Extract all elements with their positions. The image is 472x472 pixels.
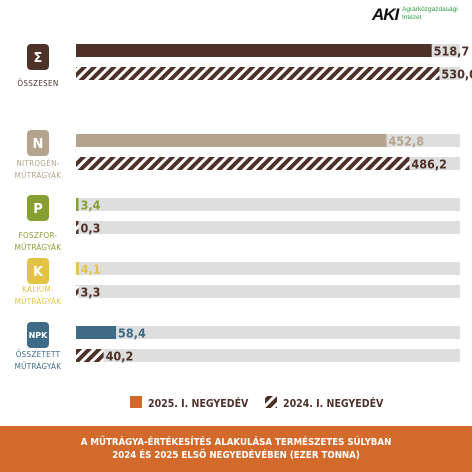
npk-value-2025: 58,4 [118, 326, 146, 341]
npk-bar-2024 [76, 349, 104, 362]
foszfor-bar-2025 [76, 198, 79, 211]
npk-label-line: MŰTRÁGYÁK [15, 360, 62, 371]
nitrogen-value-2025: 452,8 [388, 134, 424, 149]
nitrogen-icon-letter: N [33, 137, 44, 152]
osszesen-value-2025: 518,7 [434, 44, 470, 59]
legend-2024-swatch [265, 396, 277, 408]
foszfor-track [76, 198, 460, 211]
osszesen-bar-2024 [76, 67, 440, 80]
osszesen-label-line: ÖSSZESEN [17, 78, 58, 88]
nitrogen-label-line: NITROGÉN- [16, 157, 59, 168]
aki-logo-mark: AKI [372, 5, 399, 24]
aki-logo: AKI Agrárközgazdasági Intézet [372, 3, 468, 25]
foszfor-track [76, 221, 460, 234]
kalium-track [76, 262, 460, 275]
osszesen-icon-letter: Σ [34, 51, 43, 66]
foszfor-icon [27, 195, 49, 221]
chart-title-line-2: 2024 ÉS 2025 ELSŐ NEGYEDÉVÉBEN (EZER TON… [112, 450, 360, 461]
foszfor-icon-letter: P [33, 202, 43, 217]
legend-2025-label: 2025. I. NEGYEDÉV [148, 397, 249, 410]
legend-2024-label: 2024. I. NEGYEDÉV [283, 397, 384, 410]
npk-icon-letter: NPK [29, 331, 49, 340]
nitrogen-label-line: MŰTRÁGYÁK [15, 169, 62, 180]
kalium-icon [27, 258, 49, 284]
nitrogen-bar-2024 [76, 157, 410, 170]
chart-title-banner: A MŰTRÁGYA-ÉRTÉKESÍTÉS ALAKULÁSA TERMÉSZ… [0, 426, 472, 472]
kalium-bar-2024 [76, 285, 79, 298]
kalium-value-2025: 4,1 [81, 262, 101, 277]
aki-logo-line1: Agrárközgazdasági [402, 6, 458, 13]
aki-logo-line2: Intézet [402, 13, 422, 21]
foszfor-value-2024: 0,3 [81, 221, 101, 236]
chart-title-line-1: A MŰTRÁGYA-ÉRTÉKESÍTÉS ALAKULÁSA TERMÉSZ… [80, 437, 392, 448]
foszfor-value-2025: 3,4 [81, 198, 101, 213]
kalium-bar-2025 [76, 262, 79, 275]
kalium-value-2024: 3,3 [81, 285, 101, 300]
foszfor-label-line: FOSZFOR- [19, 231, 58, 240]
osszesen-value-2024: 530,0 [441, 67, 472, 82]
npk-value-2024: 40,2 [106, 349, 134, 364]
osszesen-bar-2025 [76, 44, 432, 57]
kalium-label-line: MŰTRÁGYÁK [15, 295, 62, 306]
legend-2025-swatch [130, 396, 142, 408]
nitrogen-bar-2025 [76, 134, 387, 147]
kalium-icon-letter: K [33, 265, 44, 280]
npk-track [76, 349, 460, 362]
nitrogen-value-2024: 486,2 [411, 157, 447, 172]
nitrogen-icon [27, 130, 49, 156]
npk-label-line: ÖSSZETETT [16, 349, 61, 359]
npk-icon [27, 322, 49, 348]
kalium-track [76, 285, 460, 298]
npk-track [76, 326, 460, 339]
foszfor-bar-2024 [76, 221, 79, 234]
npk-bar-2025 [76, 326, 117, 339]
foszfor-label-line: MŰTRÁGYÁK [15, 241, 62, 252]
osszesen-icon [27, 44, 49, 70]
aki-logo-text: Agrárközgazdasági Intézet [402, 6, 458, 21]
kalium-label-line: KÁLIUM- [22, 283, 54, 294]
